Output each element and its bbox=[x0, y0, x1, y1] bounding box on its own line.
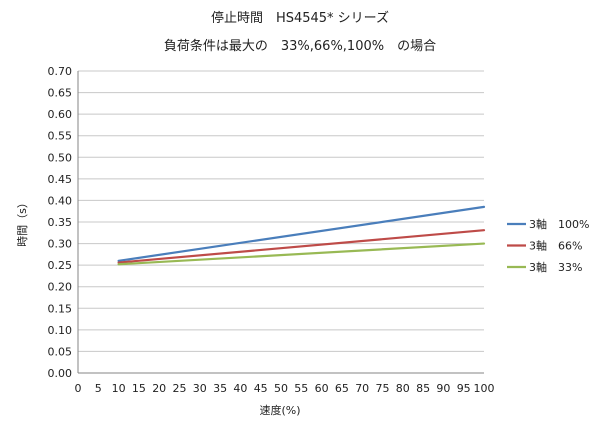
series-line bbox=[117, 242, 486, 266]
x-tick-label: 80 bbox=[396, 382, 410, 395]
y-tick-label: 0.40 bbox=[48, 194, 73, 207]
x-tick-label: 90 bbox=[436, 382, 450, 395]
series-line bbox=[117, 205, 486, 262]
x-tick-label: 100 bbox=[474, 382, 495, 395]
x-tick-label: 60 bbox=[315, 382, 329, 395]
y-tick-label: 0.65 bbox=[48, 87, 73, 100]
y-tick-label: 0.70 bbox=[48, 65, 73, 78]
series-line bbox=[117, 229, 486, 264]
x-tick-label: 95 bbox=[457, 382, 471, 395]
x-tick-label: 20 bbox=[152, 382, 166, 395]
x-tick-label: 70 bbox=[355, 382, 369, 395]
y-tick-label: 0.15 bbox=[48, 302, 73, 315]
x-tick-label: 55 bbox=[294, 382, 308, 395]
x-tick-label: 0 bbox=[75, 382, 82, 395]
y-tick-label: 0.50 bbox=[48, 151, 73, 164]
x-tick-label: 45 bbox=[254, 382, 268, 395]
y-tick-label: 0.05 bbox=[48, 345, 73, 358]
chart-subtitle: 負荷条件は最大の 33%,66%,100% の場合 bbox=[164, 38, 436, 54]
y-tick-label: 0.25 bbox=[48, 259, 73, 272]
y-axis-label: 時間（s） bbox=[16, 197, 29, 247]
x-axis-label: 速度(%) bbox=[259, 403, 300, 417]
y-tick-label: 0.30 bbox=[48, 238, 73, 251]
legend-entry: 3軸 100% bbox=[529, 217, 589, 231]
legend-entry: 3軸 66% bbox=[529, 239, 582, 253]
x-tick-label: 5 bbox=[95, 382, 102, 395]
x-tick-label: 30 bbox=[193, 382, 207, 395]
x-tick-label: 40 bbox=[233, 382, 247, 395]
x-tick-label: 15 bbox=[132, 382, 146, 395]
y-tick-label: 0.20 bbox=[48, 281, 73, 294]
x-tick-label: 35 bbox=[213, 382, 227, 395]
axes bbox=[77, 71, 484, 374]
y-tick-label: 0.00 bbox=[48, 367, 73, 380]
y-tick-label: 0.45 bbox=[48, 173, 73, 186]
legend-entry: 3軸 33% bbox=[529, 260, 582, 274]
x-tick-label: 65 bbox=[335, 382, 349, 395]
y-tick-label: 0.55 bbox=[48, 130, 73, 143]
y-tick-label: 0.35 bbox=[48, 216, 73, 229]
x-tick-label: 75 bbox=[376, 382, 390, 395]
legend: 3軸 100% 3軸 66% 3軸 33% bbox=[507, 217, 589, 274]
x-tick-label: 85 bbox=[416, 382, 430, 395]
x-tick-label: 50 bbox=[274, 382, 288, 395]
grid-lines bbox=[78, 70, 484, 352]
y-tick-label: 0.60 bbox=[48, 108, 73, 121]
y-tick-label: 0.10 bbox=[48, 324, 73, 337]
x-tick-label: 25 bbox=[173, 382, 187, 395]
y-tick-labels: 0.00 0.05 0.10 0.15 0.20 0.25 0.30 0.35 0.40 0.45… bbox=[48, 65, 73, 380]
x-tick-label: 10 bbox=[112, 382, 126, 395]
x-tick-labels: 0 5 10 15 20 25 30 35 40 45 50 55 60 65 70 75 80 85 90 95 10… bbox=[75, 382, 495, 395]
chart-title: 停止時間 HS4545* シリーズ bbox=[211, 10, 389, 26]
series-lines bbox=[117, 205, 486, 266]
